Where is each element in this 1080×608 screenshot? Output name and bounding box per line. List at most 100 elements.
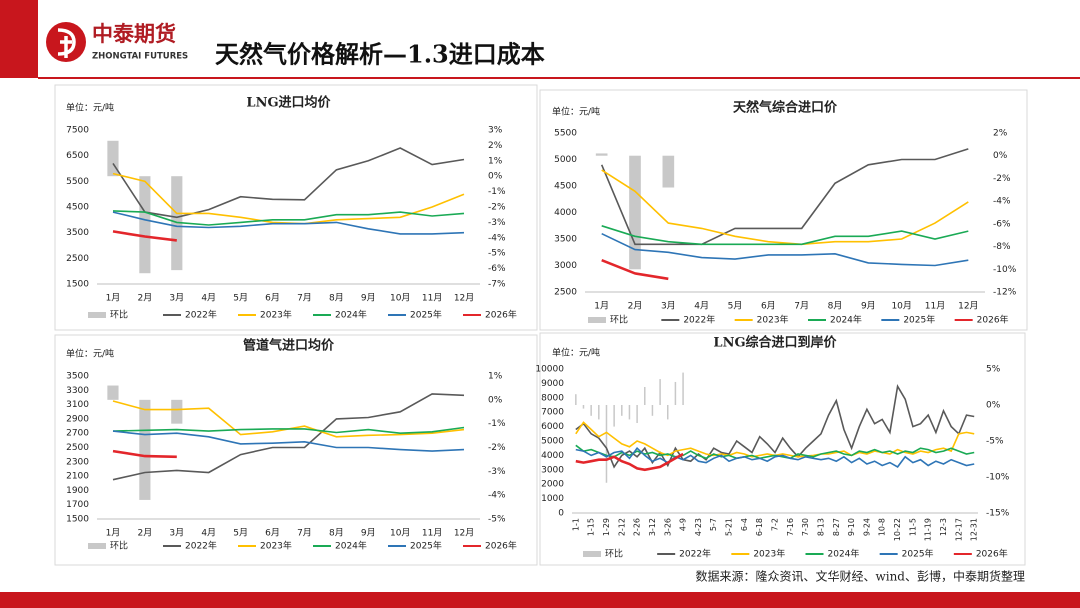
bar xyxy=(605,405,608,483)
y2-tick-label: 2% xyxy=(993,129,1008,139)
line xyxy=(112,393,465,481)
y-tick-label: 5500 xyxy=(66,177,89,187)
legend-label: 环比 xyxy=(605,548,623,560)
accent-block xyxy=(0,0,38,78)
chart-title: LNG综合进口到岸价 xyxy=(713,335,837,351)
line xyxy=(112,211,465,235)
line xyxy=(575,383,975,469)
y2-tick-label: -7% xyxy=(488,280,506,290)
legend-swatch xyxy=(583,551,601,557)
unit-label: 单位：元/吨 xyxy=(66,348,114,360)
y-tick-label: 3500 xyxy=(554,235,577,245)
legend-label: 2022年 xyxy=(185,309,217,321)
y-tick-label: 4500 xyxy=(554,182,577,192)
x-tick-label: 1-1 xyxy=(571,518,580,531)
x-tick-label: 2月 xyxy=(138,293,153,304)
chart-title: 管道气进口均价 xyxy=(243,338,335,354)
x-tick-label: 10月 xyxy=(390,293,410,304)
line xyxy=(600,148,969,246)
bar xyxy=(613,405,615,427)
x-tick-label: 3月 xyxy=(169,528,184,539)
x-tick-label: 6-4 xyxy=(740,518,749,531)
bar xyxy=(107,385,119,400)
y-tick-label: 6000 xyxy=(541,422,564,432)
y2-tick-label: 1% xyxy=(488,156,503,166)
x-tick-label: 9月 xyxy=(361,528,376,539)
x-tick-label: 1-15 xyxy=(587,518,596,536)
x-tick-label: 11月 xyxy=(925,301,945,312)
line xyxy=(112,147,465,219)
x-tick-label: 9-24 xyxy=(862,518,871,536)
legend-swatch xyxy=(88,312,106,318)
bar xyxy=(667,405,669,420)
x-tick-label: 11月 xyxy=(422,293,442,304)
x-tick-label: 4-23 xyxy=(694,518,703,536)
bar xyxy=(582,405,585,409)
bar xyxy=(659,379,661,405)
y2-tick-label: 0% xyxy=(993,151,1008,161)
y-tick-label: 3300 xyxy=(66,386,89,396)
x-tick-label: 10月 xyxy=(390,528,410,539)
x-tick-label: 1月 xyxy=(106,293,121,304)
y-tick-label: 2900 xyxy=(66,414,89,424)
legend-label: 2026年 xyxy=(977,314,1009,326)
x-tick-label: 8月 xyxy=(329,293,344,304)
page-title: 天然气价格解析—1.3进口成本 xyxy=(215,40,545,69)
legend-swatch xyxy=(88,543,106,549)
x-tick-label: 12月 xyxy=(958,301,978,312)
line xyxy=(112,430,465,452)
y-tick-label: 4000 xyxy=(541,451,564,461)
legend-label: 2024年 xyxy=(335,309,367,321)
source-note: 数据来源：隆众资讯、文华财经、wind、彭博，中泰期货整理 xyxy=(695,569,1025,584)
legend-label: 2022年 xyxy=(185,540,217,552)
y-tick-label: 2500 xyxy=(66,254,89,264)
legend-label: 2023年 xyxy=(260,540,292,552)
bar xyxy=(621,405,623,416)
bar xyxy=(139,399,151,500)
x-tick-label: 12-17 xyxy=(954,518,963,541)
unit-label: 单位：元/吨 xyxy=(552,347,600,359)
y2-tick-label: -10% xyxy=(986,473,1010,483)
x-tick-label: 8月 xyxy=(329,528,344,539)
panel xyxy=(54,334,538,566)
y2-tick-label: 2% xyxy=(488,141,503,151)
x-tick-label: 9月 xyxy=(861,301,876,312)
bar xyxy=(636,405,638,423)
unit-label: 单位：元/吨 xyxy=(66,102,114,114)
y2-tick-label: 0% xyxy=(488,172,503,182)
y-tick-label: 3100 xyxy=(66,400,89,410)
y-tick-label: 7500 xyxy=(66,126,89,136)
y-tick-label: 6500 xyxy=(66,151,89,161)
chart-title: 天然气综合进口价 xyxy=(733,100,838,116)
y2-tick-label: -5% xyxy=(488,249,506,259)
line xyxy=(112,210,465,226)
y-tick-label: 7000 xyxy=(541,408,564,418)
y2-tick-label: -2% xyxy=(488,443,506,453)
y-tick-label: 2500 xyxy=(66,443,89,453)
y2-tick-label: -6% xyxy=(488,264,506,274)
x-tick-label: 7月 xyxy=(794,301,809,312)
unit-label: 单位：元/吨 xyxy=(552,106,600,118)
bar xyxy=(674,381,677,405)
x-tick-label: 7月 xyxy=(297,293,312,304)
x-tick-label: 4月 xyxy=(201,293,216,304)
y2-tick-label: -1% xyxy=(488,419,506,429)
line xyxy=(601,232,969,267)
legend-label: 2022年 xyxy=(683,314,715,326)
x-tick-label: 10-8 xyxy=(878,518,887,536)
legend-label: 2024年 xyxy=(828,548,860,560)
y2-tick-label: -4% xyxy=(488,491,506,501)
y2-tick-label: 0% xyxy=(488,395,503,405)
y-tick-label: 9000 xyxy=(541,379,564,389)
x-tick-label: 5月 xyxy=(728,301,743,312)
logo-text: 中泰期货 xyxy=(92,22,176,46)
x-tick-label: 5月 xyxy=(233,528,248,539)
line xyxy=(601,258,669,281)
y2-tick-label: -10% xyxy=(993,265,1017,275)
x-tick-label: 10月 xyxy=(891,301,911,312)
legend-label: 环比 xyxy=(110,540,128,552)
y-tick-label: 8000 xyxy=(541,393,564,403)
legend-label: 2022年 xyxy=(679,548,711,560)
y-tick-label: 1000 xyxy=(541,494,564,504)
